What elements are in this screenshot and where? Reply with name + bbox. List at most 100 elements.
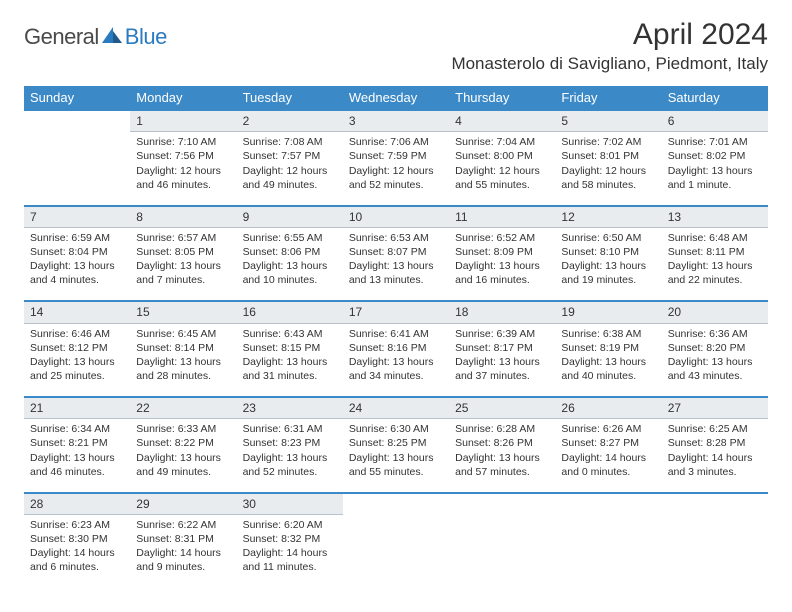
day-content-cell: Sunrise: 6:50 AMSunset: 8:10 PMDaylight:…: [555, 227, 661, 301]
sunset-line: Sunset: 8:17 PM: [455, 341, 549, 355]
day-number-cell: [449, 493, 555, 515]
day-content-cell: Sunrise: 6:57 AMSunset: 8:05 PMDaylight:…: [130, 227, 236, 301]
day-number-cell: 21: [24, 397, 130, 419]
sunrise-line: Sunrise: 6:25 AM: [668, 422, 762, 436]
sunset-line: Sunset: 8:15 PM: [243, 341, 337, 355]
daylight-line: Daylight: 14 hours and 6 minutes.: [30, 546, 124, 574]
sunrise-line: Sunrise: 6:53 AM: [349, 231, 443, 245]
sunrise-line: Sunrise: 6:30 AM: [349, 422, 443, 436]
day-content-cell: [555, 514, 661, 588]
daylight-line: Daylight: 12 hours and 55 minutes.: [455, 164, 549, 192]
daylight-line: Daylight: 14 hours and 0 minutes.: [561, 451, 655, 479]
daylight-line: Daylight: 13 hours and 43 minutes.: [668, 355, 762, 383]
sunrise-line: Sunrise: 6:33 AM: [136, 422, 230, 436]
sunset-line: Sunset: 8:14 PM: [136, 341, 230, 355]
sunrise-line: Sunrise: 6:26 AM: [561, 422, 655, 436]
day-content-cell: Sunrise: 6:48 AMSunset: 8:11 PMDaylight:…: [662, 227, 768, 301]
sunset-line: Sunset: 8:23 PM: [243, 436, 337, 450]
day-number-cell: 2: [237, 110, 343, 132]
sunset-line: Sunset: 8:01 PM: [561, 149, 655, 163]
sunrise-line: Sunrise: 6:55 AM: [243, 231, 337, 245]
day-number-cell: 7: [24, 206, 130, 228]
page-title: April 2024: [451, 18, 768, 52]
sunrise-line: Sunrise: 6:23 AM: [30, 518, 124, 532]
sunset-line: Sunset: 8:04 PM: [30, 245, 124, 259]
sunrise-line: Sunrise: 7:10 AM: [136, 135, 230, 149]
content-row: Sunrise: 6:34 AMSunset: 8:21 PMDaylight:…: [24, 419, 768, 493]
content-row: Sunrise: 6:23 AMSunset: 8:30 PMDaylight:…: [24, 514, 768, 588]
day-number-cell: 30: [237, 493, 343, 515]
daylight-line: Daylight: 12 hours and 46 minutes.: [136, 164, 230, 192]
day-header: Tuesday: [237, 86, 343, 110]
sunrise-line: Sunrise: 6:57 AM: [136, 231, 230, 245]
day-content-cell: Sunrise: 6:52 AMSunset: 8:09 PMDaylight:…: [449, 227, 555, 301]
day-content-cell: Sunrise: 6:38 AMSunset: 8:19 PMDaylight:…: [555, 323, 661, 397]
day-content-cell: Sunrise: 6:39 AMSunset: 8:17 PMDaylight:…: [449, 323, 555, 397]
daylight-line: Daylight: 13 hours and 37 minutes.: [455, 355, 549, 383]
sunset-line: Sunset: 8:27 PM: [561, 436, 655, 450]
day-content-cell: Sunrise: 7:10 AMSunset: 7:56 PMDaylight:…: [130, 132, 236, 206]
sunrise-line: Sunrise: 6:45 AM: [136, 327, 230, 341]
sunrise-line: Sunrise: 6:43 AM: [243, 327, 337, 341]
day-content-cell: Sunrise: 6:30 AMSunset: 8:25 PMDaylight:…: [343, 419, 449, 493]
day-content-cell: Sunrise: 6:55 AMSunset: 8:06 PMDaylight:…: [237, 227, 343, 301]
day-header: Thursday: [449, 86, 555, 110]
sunrise-line: Sunrise: 6:50 AM: [561, 231, 655, 245]
daylight-line: Daylight: 13 hours and 22 minutes.: [668, 259, 762, 287]
day-number-cell: [343, 493, 449, 515]
day-number-cell: 5: [555, 110, 661, 132]
daylight-line: Daylight: 14 hours and 9 minutes.: [136, 546, 230, 574]
sunrise-line: Sunrise: 7:08 AM: [243, 135, 337, 149]
calendar-table: Sunday Monday Tuesday Wednesday Thursday…: [24, 86, 768, 588]
sunset-line: Sunset: 8:25 PM: [349, 436, 443, 450]
sunset-line: Sunset: 8:20 PM: [668, 341, 762, 355]
logo: General Blue: [24, 18, 167, 50]
daylight-line: Daylight: 13 hours and 40 minutes.: [561, 355, 655, 383]
title-block: April 2024 Monasterolo di Savigliano, Pi…: [451, 18, 768, 74]
day-number-cell: 28: [24, 493, 130, 515]
day-number-cell: 1: [130, 110, 236, 132]
day-number-cell: 10: [343, 206, 449, 228]
sunset-line: Sunset: 8:05 PM: [136, 245, 230, 259]
day-content-cell: [449, 514, 555, 588]
day-content-cell: Sunrise: 6:26 AMSunset: 8:27 PMDaylight:…: [555, 419, 661, 493]
day-number-cell: 23: [237, 397, 343, 419]
sunrise-line: Sunrise: 7:06 AM: [349, 135, 443, 149]
day-content-cell: [343, 514, 449, 588]
day-content-cell: Sunrise: 6:28 AMSunset: 8:26 PMDaylight:…: [449, 419, 555, 493]
daylight-line: Daylight: 13 hours and 31 minutes.: [243, 355, 337, 383]
day-content-cell: Sunrise: 6:20 AMSunset: 8:32 PMDaylight:…: [237, 514, 343, 588]
day-content-cell: Sunrise: 6:34 AMSunset: 8:21 PMDaylight:…: [24, 419, 130, 493]
sunset-line: Sunset: 8:32 PM: [243, 532, 337, 546]
day-content-cell: Sunrise: 7:04 AMSunset: 8:00 PMDaylight:…: [449, 132, 555, 206]
sunset-line: Sunset: 8:11 PM: [668, 245, 762, 259]
sunrise-line: Sunrise: 6:28 AM: [455, 422, 549, 436]
day-content-cell: Sunrise: 7:06 AMSunset: 7:59 PMDaylight:…: [343, 132, 449, 206]
sunrise-line: Sunrise: 6:34 AM: [30, 422, 124, 436]
day-content-cell: Sunrise: 6:22 AMSunset: 8:31 PMDaylight:…: [130, 514, 236, 588]
day-number-cell: 27: [662, 397, 768, 419]
sunrise-line: Sunrise: 6:48 AM: [668, 231, 762, 245]
day-header-row: Sunday Monday Tuesday Wednesday Thursday…: [24, 86, 768, 110]
day-number-cell: 25: [449, 397, 555, 419]
day-header: Monday: [130, 86, 236, 110]
day-number-cell: 26: [555, 397, 661, 419]
daylight-line: Daylight: 14 hours and 11 minutes.: [243, 546, 337, 574]
day-number-cell: 6: [662, 110, 768, 132]
day-content-cell: Sunrise: 6:43 AMSunset: 8:15 PMDaylight:…: [237, 323, 343, 397]
day-number-cell: 17: [343, 301, 449, 323]
day-header: Sunday: [24, 86, 130, 110]
daylight-line: Daylight: 13 hours and 1 minute.: [668, 164, 762, 192]
day-content-cell: Sunrise: 6:36 AMSunset: 8:20 PMDaylight:…: [662, 323, 768, 397]
day-number-cell: 15: [130, 301, 236, 323]
sunrise-line: Sunrise: 6:36 AM: [668, 327, 762, 341]
day-header: Saturday: [662, 86, 768, 110]
content-row: Sunrise: 7:10 AMSunset: 7:56 PMDaylight:…: [24, 132, 768, 206]
sunset-line: Sunset: 8:07 PM: [349, 245, 443, 259]
daynum-row: 21222324252627: [24, 397, 768, 419]
sunset-line: Sunset: 8:31 PM: [136, 532, 230, 546]
day-number-cell: 3: [343, 110, 449, 132]
sunrise-line: Sunrise: 7:02 AM: [561, 135, 655, 149]
day-number-cell: [24, 110, 130, 132]
day-number-cell: 14: [24, 301, 130, 323]
